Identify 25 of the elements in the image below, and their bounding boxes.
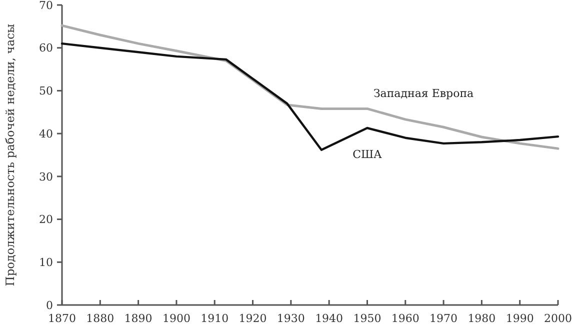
x-tick-label: 1930 [276, 312, 305, 325]
x-tick-label: 1990 [506, 312, 534, 325]
x-tick-label: 1900 [162, 312, 190, 325]
y-tick-label: 70 [39, 0, 53, 12]
x-tick-label: 1960 [391, 312, 420, 325]
x-tick-label: 1880 [86, 312, 114, 325]
x-tick-label: 1950 [353, 312, 382, 325]
x-tick-label: 1890 [124, 312, 152, 325]
x-tick-label: 1910 [200, 312, 229, 325]
x-tick-label: 1870 [48, 312, 76, 325]
y-tick-label: 60 [39, 42, 53, 55]
y-axis-title: Продолжительность рабочей недели, часы [3, 24, 17, 286]
series-label: Западная Европа [373, 87, 474, 100]
x-tick-label: 1940 [315, 312, 344, 325]
x-tick-label: 1920 [238, 312, 267, 325]
x-tick-label: 2000 [544, 312, 572, 325]
y-tick-label: 10 [39, 256, 53, 269]
series-label: США [352, 148, 383, 161]
y-tick-label: 50 [39, 84, 53, 98]
y-tick-label: 0 [46, 298, 53, 312]
x-tick-label: 1980 [468, 312, 496, 325]
x-tick-label: 1970 [430, 312, 458, 325]
y-tick-label: 20 [39, 213, 53, 226]
y-tick-label: 40 [39, 127, 53, 140]
y-tick-label: 30 [39, 170, 53, 184]
